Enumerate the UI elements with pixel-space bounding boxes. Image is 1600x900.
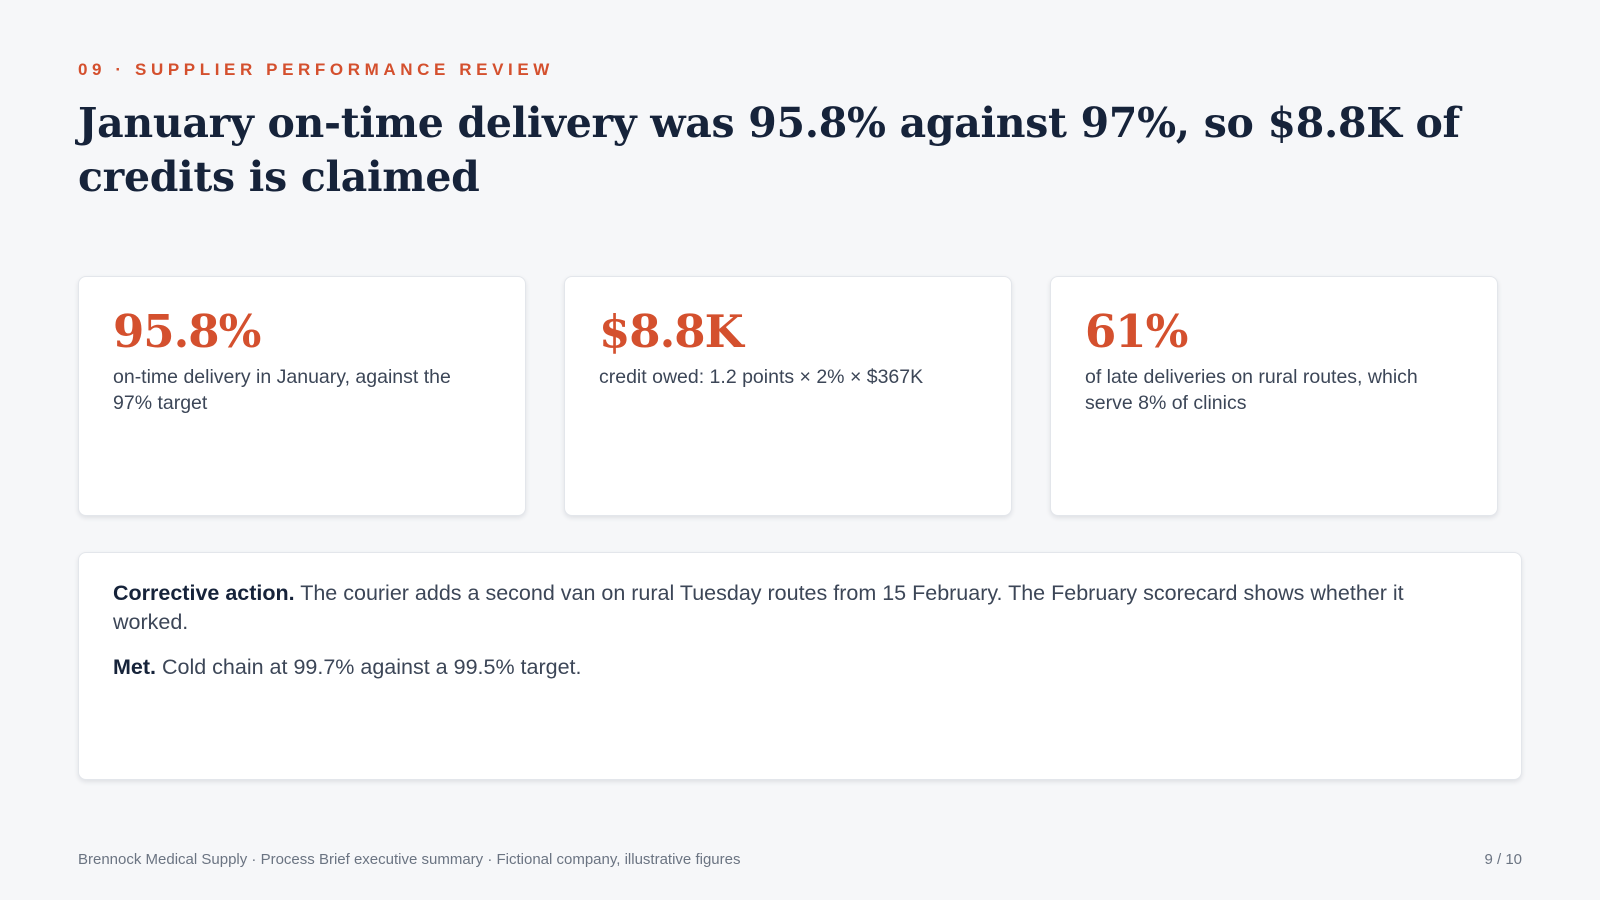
notes-panel: Corrective action. The courier adds a se… <box>78 552 1522 780</box>
metric-value: 95.8% <box>113 305 261 358</box>
metric-value: $8.8K <box>599 305 744 358</box>
corrective-action-note: Corrective action. The courier adds a se… <box>113 579 1453 637</box>
metric-card-rural-late-deliveries: 61% of late deliveries on rural routes, … <box>1050 276 1498 516</box>
met-note: Met. Cold chain at 99.7% against a 99.5%… <box>113 653 1453 682</box>
footer-source: Brennock Medical Supply · Process Brief … <box>78 851 741 868</box>
note-text: Cold chain at 99.7% against a 99.5% targ… <box>156 655 582 679</box>
metric-description: on-time delivery in January, against the… <box>113 366 451 414</box>
metric-card-credit-owed: $8.8K credit owed: 1.2 points × 2% × $36… <box>564 276 1012 516</box>
note-text: The courier adds a second van on rural T… <box>113 581 1404 634</box>
metric-description: credit owed: 1.2 points × 2% × $367K <box>599 366 924 388</box>
note-label: Corrective action. <box>113 581 295 605</box>
metric-description: of late deliveries on rural routes, whic… <box>1085 366 1418 414</box>
section-eyebrow: 09 · SUPPLIER PERFORMANCE REVIEW <box>78 60 554 79</box>
page-number: 9 / 10 <box>1484 851 1522 868</box>
slide-headline: January on-time delivery was 95.8% again… <box>78 99 1460 201</box>
metric-value: 61% <box>1085 305 1188 358</box>
metric-card-on-time-delivery: 95.8% on-time delivery in January, again… <box>78 276 526 516</box>
note-label: Met. <box>113 655 156 679</box>
